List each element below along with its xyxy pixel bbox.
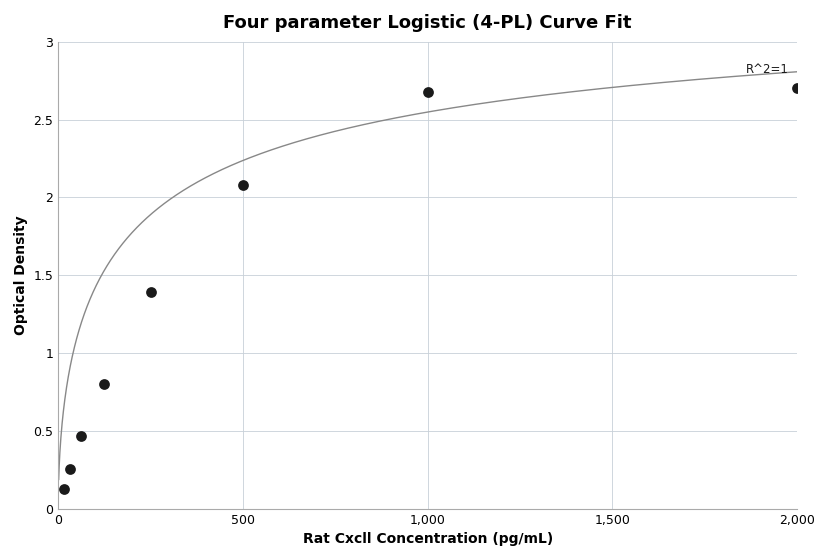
- Point: [63, 465, 76, 474]
- Y-axis label: Optical Density: Optical Density: [14, 216, 28, 335]
- Point: [790, 84, 803, 93]
- Point: [75, 432, 88, 441]
- Point: [144, 288, 157, 297]
- Title: Four parameter Logistic (4-PL) Curve Fit: Four parameter Logistic (4-PL) Curve Fit: [224, 14, 631, 32]
- Point: [98, 380, 111, 389]
- Point: [236, 180, 249, 189]
- X-axis label: Rat Cxcll Concentration (pg/mL): Rat Cxcll Concentration (pg/mL): [302, 532, 552, 546]
- Text: R^2=1: R^2=1: [744, 63, 787, 76]
- Point: [421, 87, 434, 96]
- Point: [57, 484, 70, 493]
